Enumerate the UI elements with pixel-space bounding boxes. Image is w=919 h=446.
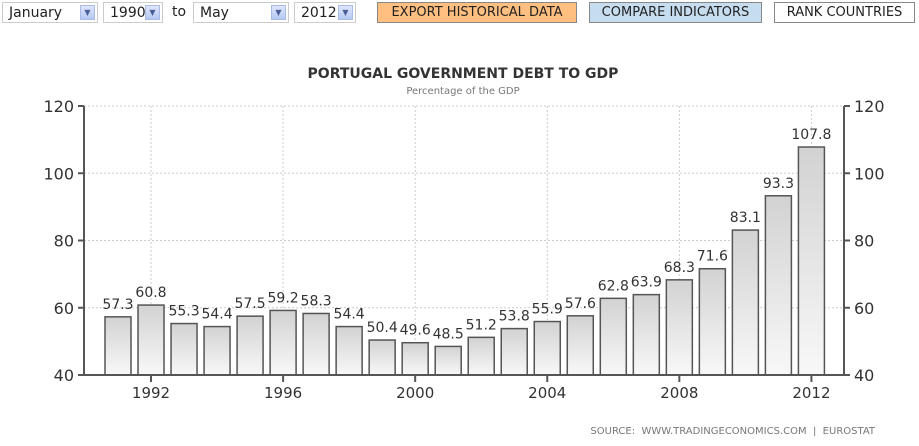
data-label: 68.3 xyxy=(664,260,695,276)
bar-2007 xyxy=(632,293,661,376)
from-year-value: 1990 xyxy=(110,5,146,21)
bar-2008 xyxy=(665,279,694,376)
data-label: 59.2 xyxy=(268,290,299,306)
data-label: 55.3 xyxy=(168,304,199,320)
data-label: 93.3 xyxy=(763,176,794,192)
bar-1995 xyxy=(236,315,264,376)
y-tick-label-right: 60 xyxy=(854,299,874,318)
bar-1994 xyxy=(203,325,231,376)
export-historical-data-button[interactable]: EXPORT HISTORICAL DATA xyxy=(377,2,577,23)
y-tick-label-right: 80 xyxy=(854,232,874,251)
bar-2011 xyxy=(764,195,793,376)
data-label: 57.3 xyxy=(102,297,133,313)
to-year-select[interactable]: 2012 ▼ xyxy=(294,2,356,23)
bar-2002 xyxy=(467,336,495,376)
data-label: 62.8 xyxy=(598,278,629,294)
y-tick-label: 120 xyxy=(43,97,74,116)
bar-2001 xyxy=(434,345,462,376)
to-month-value: May xyxy=(200,5,229,21)
bar-2000 xyxy=(401,341,429,376)
bar-2004 xyxy=(533,320,562,376)
bar-2003 xyxy=(500,327,528,376)
bar-1991 xyxy=(104,316,132,376)
bar-2010 xyxy=(731,229,760,376)
data-label: 55.9 xyxy=(532,302,563,318)
to-year-value: 2012 xyxy=(301,5,337,21)
source-text: SOURCE: WWW.TRADINGECONOMICS.COM | EUROS… xyxy=(590,426,875,437)
data-label: 71.6 xyxy=(697,249,728,265)
bar-1999 xyxy=(368,339,396,376)
from-year-select[interactable]: 1990 ▼ xyxy=(103,2,163,23)
data-label: 58.3 xyxy=(301,293,332,309)
x-tick-label: 2008 xyxy=(660,384,698,402)
bar-2012 xyxy=(797,146,826,376)
data-label: 83.1 xyxy=(730,210,761,226)
chevron-down-icon: ▼ xyxy=(145,5,160,20)
bar-1998 xyxy=(335,325,363,376)
x-tick-label: 2000 xyxy=(396,384,434,402)
y-tick-label-right: 100 xyxy=(854,164,885,183)
data-label: 60.8 xyxy=(135,285,166,301)
chevron-down-icon: ▼ xyxy=(80,5,95,20)
chart-subtitle: Percentage of the GDP xyxy=(406,86,519,97)
y-tick-label: 80 xyxy=(54,232,74,251)
compare-indicators-button[interactable]: COMPARE INDICATORS xyxy=(589,2,762,23)
data-label: 49.6 xyxy=(400,323,431,339)
data-label: 48.5 xyxy=(433,326,464,342)
data-label: 57.6 xyxy=(565,296,596,312)
data-label: 50.4 xyxy=(367,320,398,336)
y-tick-label-right: 120 xyxy=(854,97,885,116)
chevron-down-icon: ▼ xyxy=(271,5,286,20)
data-label: 53.8 xyxy=(499,309,530,325)
bar-1992 xyxy=(137,304,165,376)
from-month-value: January xyxy=(9,5,63,21)
bar-1993 xyxy=(170,322,198,376)
bar-2009 xyxy=(698,267,727,376)
data-label: 57.5 xyxy=(234,296,265,312)
data-label: 54.4 xyxy=(201,307,232,323)
data-label: 54.4 xyxy=(334,307,365,323)
data-label: 107.8 xyxy=(791,127,831,143)
from-month-select[interactable]: January ▼ xyxy=(2,2,98,23)
to-month-select[interactable]: May ▼ xyxy=(193,2,289,23)
y-tick-label: 60 xyxy=(54,299,74,318)
bar-1996 xyxy=(269,309,297,376)
to-label: to xyxy=(172,4,187,20)
y-tick-label-right: 40 xyxy=(854,366,874,385)
chart-title: PORTUGAL GOVERNMENT DEBT TO GDP xyxy=(308,66,619,82)
data-label: 63.9 xyxy=(631,275,662,291)
bar-2006 xyxy=(599,297,628,376)
data-label: 51.2 xyxy=(466,317,497,333)
x-tick-label: 2012 xyxy=(792,384,830,402)
rank-countries-button[interactable]: RANK COUNTRIES xyxy=(774,2,915,23)
x-tick-label: 1992 xyxy=(132,384,170,402)
bar-1997 xyxy=(302,312,330,376)
chevron-down-icon: ▼ xyxy=(338,5,353,20)
x-tick-label: 2004 xyxy=(528,384,566,402)
y-tick-label: 40 xyxy=(54,366,74,385)
x-tick-label: 1996 xyxy=(264,384,302,402)
bar-2005 xyxy=(566,315,595,376)
y-tick-label: 100 xyxy=(43,164,74,183)
